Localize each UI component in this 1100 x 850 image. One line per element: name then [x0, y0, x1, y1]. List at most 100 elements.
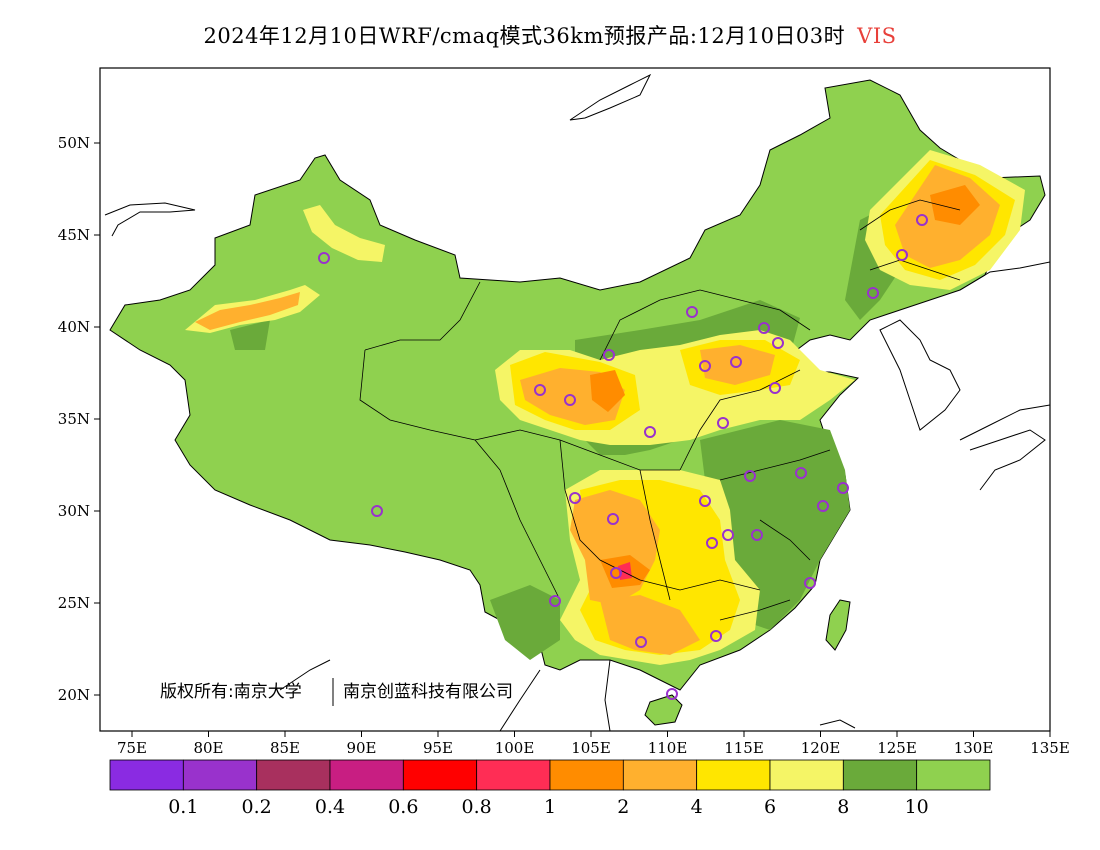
- city-marker: [610, 567, 622, 579]
- city-marker: [722, 529, 734, 541]
- city-marker: [916, 214, 928, 226]
- colorbar-swatch: [476, 759, 551, 791]
- colorbar-swatch: [256, 759, 331, 791]
- city-marker: [699, 495, 711, 507]
- city-marker: [769, 382, 781, 394]
- city-marker: [706, 537, 718, 549]
- copyright-company: 南京创蓝科技有限公司: [343, 682, 513, 702]
- lon-tick-label: 115E: [724, 739, 764, 757]
- city-markers: [318, 214, 928, 700]
- colorbar-label: 0.2: [242, 796, 272, 818]
- colorbar-label: 0.6: [388, 796, 418, 818]
- hainan: [644, 694, 683, 726]
- colorbar-swatch: [549, 759, 624, 791]
- zone-dark-orange-3: [930, 185, 980, 225]
- lon-tick-label: 110E: [648, 739, 688, 757]
- zone-light-yellow-1: [303, 205, 385, 262]
- colorbar-swatch: [842, 759, 918, 791]
- zone-orange-1: [195, 292, 300, 330]
- longitude-axis: 75E 80E 85E 90E 95E 100E 105E 110E 115E 120E 125E 1…: [117, 731, 1070, 757]
- lon-tick-label: 85E: [270, 739, 300, 757]
- copyright-owner: 版权所有:南京大学: [160, 682, 302, 702]
- colorbar-label: 0.1: [168, 796, 198, 818]
- city-marker: [686, 306, 698, 318]
- lon-tick-label: 125E: [877, 739, 917, 757]
- zone-dark-green-5: [490, 585, 560, 660]
- colorbar-label: 2: [617, 796, 629, 818]
- zone-dark-green-1: [230, 320, 270, 350]
- map-frame: [99, 67, 1051, 732]
- lat-tick-label: 25N: [58, 594, 90, 612]
- lon-tick-label: 100E: [495, 739, 535, 757]
- lon-tick-label: 130E: [954, 739, 994, 757]
- lon-tick-label: 120E: [801, 739, 841, 757]
- city-marker: [699, 360, 711, 372]
- zone-orange-3: [700, 345, 775, 385]
- lat-tick-label: 30N: [58, 502, 90, 520]
- taiwan: [825, 599, 851, 651]
- city-marker: [751, 529, 763, 541]
- city-marker: [564, 394, 576, 406]
- city-marker: [569, 492, 581, 504]
- colorbar-swatch: [916, 759, 991, 791]
- colorbar-label: 8: [837, 796, 849, 818]
- city-marker: [744, 470, 756, 482]
- colorbar-swatch: [622, 759, 698, 791]
- lat-tick-label: 45N: [58, 226, 90, 244]
- city-marker: [867, 287, 879, 299]
- city-marker: [666, 688, 678, 700]
- lat-tick-label: 50N: [58, 134, 90, 152]
- city-marker: [804, 577, 816, 589]
- zone-red-spot: [618, 562, 632, 580]
- colorbar-swatch: [696, 759, 771, 791]
- city-marker: [896, 249, 908, 261]
- lat-tick-label: 20N: [58, 686, 90, 704]
- city-marker: [371, 505, 383, 517]
- map-title: 2024年12月10日WRF/cmaq模式36km预报产品:12月10日03时 V…: [0, 20, 1100, 50]
- city-marker: [795, 467, 807, 479]
- colorbar: 0.1 0.2 0.4 0.6 0.8 1 2 4 6 8 10: [109, 759, 991, 818]
- zone-dark-orange-1: [590, 370, 625, 412]
- neighbor-coastlines: [104, 73, 1050, 731]
- lon-tick-label: 135E: [1030, 739, 1070, 757]
- colorbar-swatch: [402, 759, 478, 791]
- city-marker: [318, 252, 330, 264]
- city-marker: [635, 636, 647, 648]
- colorbar-swatch: [769, 759, 844, 791]
- title-main: 2024年12月10日WRF/cmaq模式36km预报产品:12月10日03时: [203, 24, 846, 48]
- city-marker: [549, 595, 561, 607]
- colorbar-swatch: [109, 759, 184, 791]
- city-marker: [817, 500, 829, 512]
- lon-tick-label: 75E: [117, 739, 147, 757]
- lat-tick-label: 35N: [58, 410, 90, 428]
- lon-tick-label: 90E: [346, 739, 376, 757]
- zone-orange-5: [600, 595, 700, 655]
- colorbar-label: 4: [691, 796, 703, 818]
- city-marker: [644, 426, 656, 438]
- lat-tick-label: 40N: [58, 318, 90, 336]
- city-marker: [772, 337, 784, 349]
- colorbar-label: 0.8: [462, 796, 492, 818]
- title-variable: VIS: [857, 24, 897, 48]
- city-marker: [710, 630, 722, 642]
- colorbar-label: 6: [764, 796, 776, 818]
- latitude-axis: 20N 25N 30N 35N 40N 45N 50N: [58, 134, 100, 704]
- city-marker: [603, 349, 615, 361]
- colorbar-label: 1: [544, 796, 556, 818]
- city-marker: [837, 482, 849, 494]
- lon-tick-label: 95E: [423, 739, 453, 757]
- city-marker: [717, 417, 729, 429]
- city-marker: [607, 513, 619, 525]
- map-area: 版权所有:南京大学 南京创蓝科技有限公司: [104, 73, 1050, 731]
- colorbar-label: 0.4: [315, 796, 345, 818]
- province-boundaries: [359, 199, 961, 621]
- lon-tick-label: 105E: [571, 739, 611, 757]
- city-marker: [758, 322, 770, 334]
- lon-tick-label: 80E: [193, 739, 223, 757]
- colorbar-swatch: [329, 759, 404, 791]
- city-marker: [534, 384, 546, 396]
- city-marker: [730, 356, 742, 368]
- colorbar-label: 10: [905, 796, 929, 818]
- colorbar-swatch: [182, 759, 258, 791]
